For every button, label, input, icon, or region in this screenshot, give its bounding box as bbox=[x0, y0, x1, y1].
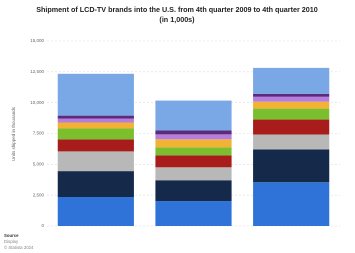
bar-segment bbox=[155, 134, 232, 140]
bar-segment bbox=[253, 67, 330, 94]
bar-segment bbox=[57, 115, 134, 119]
bar-segment bbox=[155, 180, 232, 202]
bar-segment bbox=[57, 122, 134, 129]
y-tick-label: 10,000 bbox=[30, 100, 44, 105]
bar-segment bbox=[57, 128, 134, 140]
bar-segment bbox=[155, 139, 232, 148]
footer-text: Display bbox=[4, 239, 19, 244]
bar-segment bbox=[155, 147, 232, 156]
bar-segment bbox=[155, 167, 232, 181]
bar-segment bbox=[253, 96, 330, 102]
footer-text: Source bbox=[4, 233, 19, 238]
bar-segment bbox=[155, 201, 232, 226]
y-tick-label: 5,000 bbox=[33, 162, 45, 167]
bar-segment bbox=[253, 93, 330, 97]
y-tick-label: 7,500 bbox=[33, 131, 45, 136]
bar-segment bbox=[57, 139, 134, 152]
bar-segment bbox=[57, 151, 134, 172]
y-axis-label: Units shipped in thousands bbox=[11, 106, 16, 161]
y-tick-label: 12,500 bbox=[30, 69, 44, 74]
chart-title: Shipment of LCD-TV brands into the U.S. … bbox=[36, 5, 318, 24]
bar-segment bbox=[57, 197, 134, 226]
bar-segment bbox=[57, 171, 134, 198]
bar-segment bbox=[253, 149, 330, 183]
bar-segment bbox=[253, 182, 330, 226]
bar-segment bbox=[155, 130, 232, 135]
bar-segment bbox=[155, 155, 232, 168]
footer-text: © Statista 2024 bbox=[4, 245, 34, 250]
y-tick-label: 2,500 bbox=[33, 192, 45, 197]
bar-segment bbox=[253, 134, 330, 150]
bar-segment bbox=[253, 119, 330, 135]
bar-segment bbox=[253, 108, 330, 120]
y-tick-label: 15,000 bbox=[30, 38, 44, 43]
bar-segment bbox=[253, 101, 330, 109]
bar-segment bbox=[155, 100, 232, 131]
y-tick-label: 0 bbox=[41, 223, 44, 228]
bar-segment bbox=[57, 73, 134, 116]
bar-segment bbox=[57, 118, 134, 123]
